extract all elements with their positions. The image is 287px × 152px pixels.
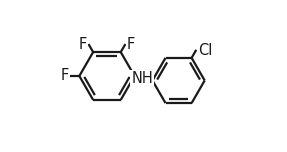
Text: F: F bbox=[127, 37, 135, 52]
Text: F: F bbox=[79, 37, 87, 52]
Text: Cl: Cl bbox=[198, 43, 212, 58]
Text: F: F bbox=[61, 69, 69, 83]
Text: NH: NH bbox=[131, 71, 153, 86]
